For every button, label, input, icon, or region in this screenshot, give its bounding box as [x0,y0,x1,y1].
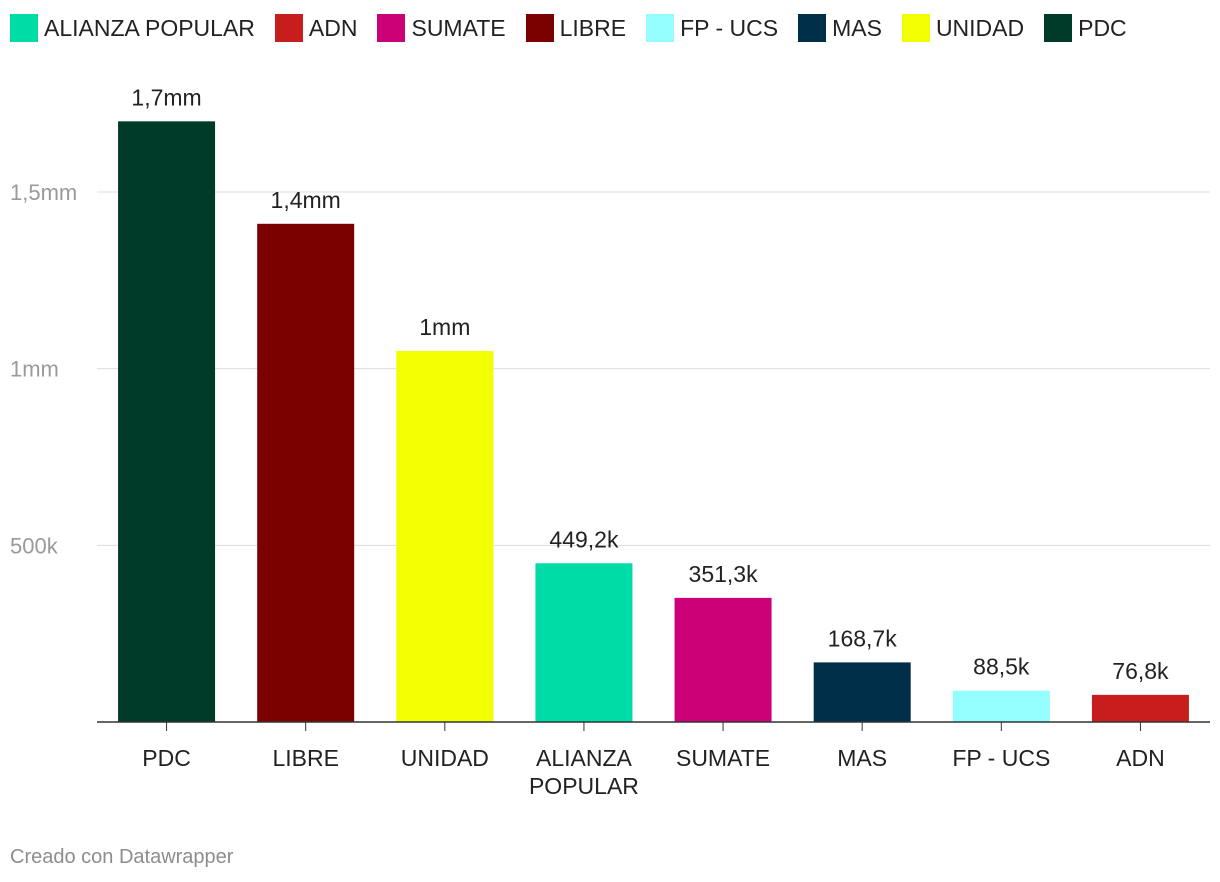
legend-label: UNIDAD [935,14,1025,41]
bar-value-label: 1,4mm [271,187,341,213]
legend-swatch [10,14,38,42]
y-tick-label: 500k [10,533,59,558]
x-tick-label: PDC [142,745,191,771]
x-tick-label: LIBRE [272,745,338,771]
legend-label: ADN [308,14,358,41]
bar [257,223,355,723]
y-tick-label: 1mm [10,357,59,382]
legend-item: FP - UCS [646,14,778,42]
legend-item: LIBRE [525,14,627,42]
bar [118,121,216,723]
legend-swatch [798,14,827,42]
y-tick-label: 1,5mm [10,180,77,205]
bar [674,597,772,722]
legend-item: ADN [274,14,358,42]
legend-label: PDC [1078,14,1127,41]
bar [952,690,1050,722]
bar-value-label: 1,7mm [131,84,201,110]
legend-swatch [525,14,554,42]
legend-item: MAS [798,14,882,42]
bar-value-label: 168,7k [828,625,898,651]
bar [1091,694,1189,722]
legend-label: FP - UCS [680,14,779,41]
bar-value-label: 76,8k [1112,658,1169,684]
chart-legend: ALIANZA POPULAR ADN SUMATE LIBRE FP - UCS MAS… [10,10,1147,46]
x-tick-label: SUMATE [676,745,770,771]
x-tick-label: MAS [837,745,887,771]
legend-swatch [377,14,406,42]
bar [535,563,633,722]
legend-swatch [646,14,675,42]
x-tick-label: FP - UCS [952,745,1050,771]
credit-footer: Creado con Datawrapper [10,846,234,868]
legend-swatch [274,14,303,42]
bar-value-label: 88,5k [973,654,1030,680]
legend-item: UNIDAD [901,14,1025,42]
bar [396,351,494,722]
x-tick-label: ALIANZA POPULAR [529,745,639,799]
legend-label: ALIANZA POPULAR [44,14,255,41]
bar-value-label: 351,3k [689,561,759,587]
legend-swatch [901,14,930,42]
legend-label: LIBRE [559,14,627,41]
legend-item: ALIANZA POPULAR [10,14,255,42]
legend-swatch [1044,14,1073,42]
bar-value-label: 449,2k [549,526,619,552]
legend-item: SUMATE [377,14,506,42]
legend-item: PDC [1044,14,1127,42]
x-tick-label: UNIDAD [401,745,489,771]
legend-label: SUMATE [411,14,506,41]
x-tick-label: ADN [1116,745,1165,771]
bar-value-label: 1mm [419,314,470,340]
bar [813,662,911,722]
legend-label: MAS [832,14,882,41]
